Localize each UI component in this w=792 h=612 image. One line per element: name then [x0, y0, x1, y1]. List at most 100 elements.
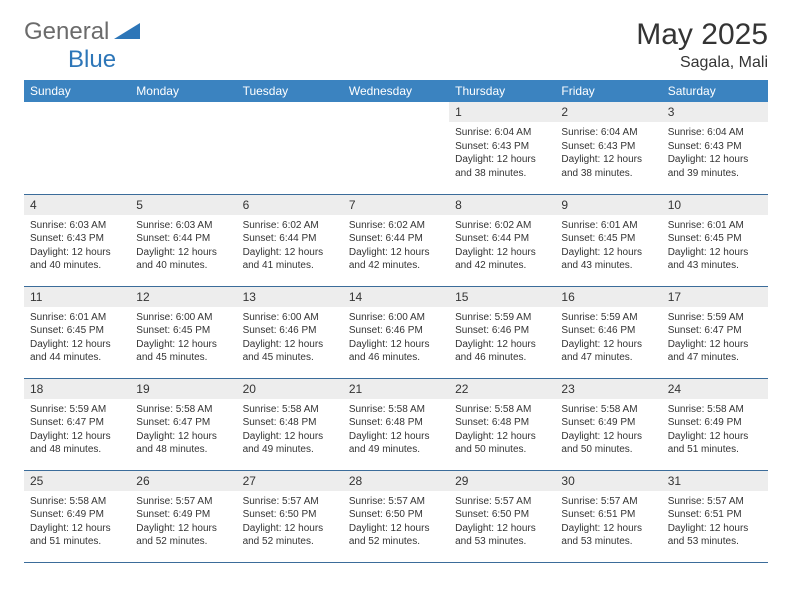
- calendar-cell: 18Sunrise: 5:59 AMSunset: 6:47 PMDayligh…: [24, 378, 130, 470]
- calendar-cell: 11Sunrise: 6:01 AMSunset: 6:45 PMDayligh…: [24, 286, 130, 378]
- day-number: 21: [343, 379, 449, 399]
- day-content: Sunrise: 6:04 AMSunset: 6:43 PMDaylight:…: [555, 122, 661, 184]
- calendar-cell: 28Sunrise: 5:57 AMSunset: 6:50 PMDayligh…: [343, 470, 449, 562]
- day-number: 7: [343, 195, 449, 215]
- calendar-cell: [343, 102, 449, 194]
- calendar-cell: 27Sunrise: 5:57 AMSunset: 6:50 PMDayligh…: [237, 470, 343, 562]
- calendar-cell: 31Sunrise: 5:57 AMSunset: 6:51 PMDayligh…: [662, 470, 768, 562]
- day-content: Sunrise: 6:01 AMSunset: 6:45 PMDaylight:…: [555, 215, 661, 277]
- calendar-table: SundayMondayTuesdayWednesdayThursdayFrid…: [24, 80, 768, 563]
- day-number: 13: [237, 287, 343, 307]
- day-number: 1: [449, 102, 555, 122]
- calendar-cell: 6Sunrise: 6:02 AMSunset: 6:44 PMDaylight…: [237, 194, 343, 286]
- calendar-cell: 21Sunrise: 5:58 AMSunset: 6:48 PMDayligh…: [343, 378, 449, 470]
- calendar-cell: 25Sunrise: 5:58 AMSunset: 6:49 PMDayligh…: [24, 470, 130, 562]
- day-content: Sunrise: 6:03 AMSunset: 6:43 PMDaylight:…: [24, 215, 130, 277]
- weekday-header: Friday: [555, 80, 661, 102]
- calendar-cell: 1Sunrise: 6:04 AMSunset: 6:43 PMDaylight…: [449, 102, 555, 194]
- day-content: Sunrise: 5:58 AMSunset: 6:48 PMDaylight:…: [449, 399, 555, 461]
- day-content: Sunrise: 5:58 AMSunset: 6:49 PMDaylight:…: [555, 399, 661, 461]
- day-content: Sunrise: 6:04 AMSunset: 6:43 PMDaylight:…: [662, 122, 768, 184]
- calendar-cell: 9Sunrise: 6:01 AMSunset: 6:45 PMDaylight…: [555, 194, 661, 286]
- day-number: 8: [449, 195, 555, 215]
- day-content: Sunrise: 6:00 AMSunset: 6:46 PMDaylight:…: [343, 307, 449, 369]
- calendar-week-row: 11Sunrise: 6:01 AMSunset: 6:45 PMDayligh…: [24, 286, 768, 378]
- calendar-cell: [237, 102, 343, 194]
- day-number: 24: [662, 379, 768, 399]
- calendar-cell: 26Sunrise: 5:57 AMSunset: 6:49 PMDayligh…: [130, 470, 236, 562]
- day-content: Sunrise: 6:01 AMSunset: 6:45 PMDaylight:…: [24, 307, 130, 369]
- logo-triangle-icon: [114, 21, 140, 44]
- day-number: 30: [555, 471, 661, 491]
- weekday-header: Sunday: [24, 80, 130, 102]
- day-number: 27: [237, 471, 343, 491]
- calendar-cell: 8Sunrise: 6:02 AMSunset: 6:44 PMDaylight…: [449, 194, 555, 286]
- logo: General: [24, 18, 142, 46]
- day-number: 15: [449, 287, 555, 307]
- calendar-week-row: 18Sunrise: 5:59 AMSunset: 6:47 PMDayligh…: [24, 378, 768, 470]
- day-number: 23: [555, 379, 661, 399]
- day-number: 10: [662, 195, 768, 215]
- calendar-cell: 17Sunrise: 5:59 AMSunset: 6:47 PMDayligh…: [662, 286, 768, 378]
- day-number: 4: [24, 195, 130, 215]
- calendar-cell: 19Sunrise: 5:58 AMSunset: 6:47 PMDayligh…: [130, 378, 236, 470]
- day-content: Sunrise: 5:59 AMSunset: 6:47 PMDaylight:…: [24, 399, 130, 461]
- day-content: Sunrise: 6:03 AMSunset: 6:44 PMDaylight:…: [130, 215, 236, 277]
- day-number: 3: [662, 102, 768, 122]
- day-number: 2: [555, 102, 661, 122]
- day-number: 11: [24, 287, 130, 307]
- title-block: May 2025 Sagala, Mali: [636, 18, 768, 72]
- day-content: Sunrise: 5:58 AMSunset: 6:48 PMDaylight:…: [343, 399, 449, 461]
- weekday-header: Tuesday: [237, 80, 343, 102]
- day-number: 22: [449, 379, 555, 399]
- calendar-cell: 24Sunrise: 5:58 AMSunset: 6:49 PMDayligh…: [662, 378, 768, 470]
- calendar-cell: 12Sunrise: 6:00 AMSunset: 6:45 PMDayligh…: [130, 286, 236, 378]
- calendar-cell: 23Sunrise: 5:58 AMSunset: 6:49 PMDayligh…: [555, 378, 661, 470]
- day-content: Sunrise: 5:57 AMSunset: 6:51 PMDaylight:…: [555, 491, 661, 553]
- day-number: 25: [24, 471, 130, 491]
- calendar-cell: 4Sunrise: 6:03 AMSunset: 6:43 PMDaylight…: [24, 194, 130, 286]
- day-number: 29: [449, 471, 555, 491]
- day-number: 12: [130, 287, 236, 307]
- calendar-cell: 15Sunrise: 5:59 AMSunset: 6:46 PMDayligh…: [449, 286, 555, 378]
- day-number: 9: [555, 195, 661, 215]
- day-number: 26: [130, 471, 236, 491]
- calendar-cell: 13Sunrise: 6:00 AMSunset: 6:46 PMDayligh…: [237, 286, 343, 378]
- calendar-cell: 22Sunrise: 5:58 AMSunset: 6:48 PMDayligh…: [449, 378, 555, 470]
- day-content: Sunrise: 5:59 AMSunset: 6:46 PMDaylight:…: [555, 307, 661, 369]
- day-content: Sunrise: 5:59 AMSunset: 6:47 PMDaylight:…: [662, 307, 768, 369]
- calendar-cell: 20Sunrise: 5:58 AMSunset: 6:48 PMDayligh…: [237, 378, 343, 470]
- calendar-cell: 7Sunrise: 6:02 AMSunset: 6:44 PMDaylight…: [343, 194, 449, 286]
- day-number: 31: [662, 471, 768, 491]
- calendar-cell: 5Sunrise: 6:03 AMSunset: 6:44 PMDaylight…: [130, 194, 236, 286]
- day-content: Sunrise: 5:58 AMSunset: 6:47 PMDaylight:…: [130, 399, 236, 461]
- location: Sagala, Mali: [636, 54, 768, 72]
- day-content: Sunrise: 5:59 AMSunset: 6:46 PMDaylight:…: [449, 307, 555, 369]
- day-number: 18: [24, 379, 130, 399]
- day-content: Sunrise: 5:57 AMSunset: 6:50 PMDaylight:…: [449, 491, 555, 553]
- day-content: Sunrise: 6:02 AMSunset: 6:44 PMDaylight:…: [343, 215, 449, 277]
- day-number: 19: [130, 379, 236, 399]
- day-content: Sunrise: 6:02 AMSunset: 6:44 PMDaylight:…: [237, 215, 343, 277]
- weekday-header: Saturday: [662, 80, 768, 102]
- calendar-cell: 30Sunrise: 5:57 AMSunset: 6:51 PMDayligh…: [555, 470, 661, 562]
- calendar-cell: 3Sunrise: 6:04 AMSunset: 6:43 PMDaylight…: [662, 102, 768, 194]
- calendar-week-row: 4Sunrise: 6:03 AMSunset: 6:43 PMDaylight…: [24, 194, 768, 286]
- day-content: Sunrise: 6:00 AMSunset: 6:46 PMDaylight:…: [237, 307, 343, 369]
- day-content: Sunrise: 5:57 AMSunset: 6:51 PMDaylight:…: [662, 491, 768, 553]
- day-content: Sunrise: 5:58 AMSunset: 6:49 PMDaylight:…: [662, 399, 768, 461]
- calendar-week-row: 25Sunrise: 5:58 AMSunset: 6:49 PMDayligh…: [24, 470, 768, 562]
- day-content: Sunrise: 5:57 AMSunset: 6:50 PMDaylight:…: [343, 491, 449, 553]
- weekday-header: Wednesday: [343, 80, 449, 102]
- day-number: 6: [237, 195, 343, 215]
- day-content: Sunrise: 5:57 AMSunset: 6:50 PMDaylight:…: [237, 491, 343, 553]
- day-number: 16: [555, 287, 661, 307]
- calendar-cell: 16Sunrise: 5:59 AMSunset: 6:46 PMDayligh…: [555, 286, 661, 378]
- day-number: 20: [237, 379, 343, 399]
- calendar-cell: 10Sunrise: 6:01 AMSunset: 6:45 PMDayligh…: [662, 194, 768, 286]
- day-content: Sunrise: 6:04 AMSunset: 6:43 PMDaylight:…: [449, 122, 555, 184]
- calendar-cell: [24, 102, 130, 194]
- header: General May 2025 Sagala, Mali: [24, 18, 768, 72]
- weekday-header: Thursday: [449, 80, 555, 102]
- calendar-week-row: 1Sunrise: 6:04 AMSunset: 6:43 PMDaylight…: [24, 102, 768, 194]
